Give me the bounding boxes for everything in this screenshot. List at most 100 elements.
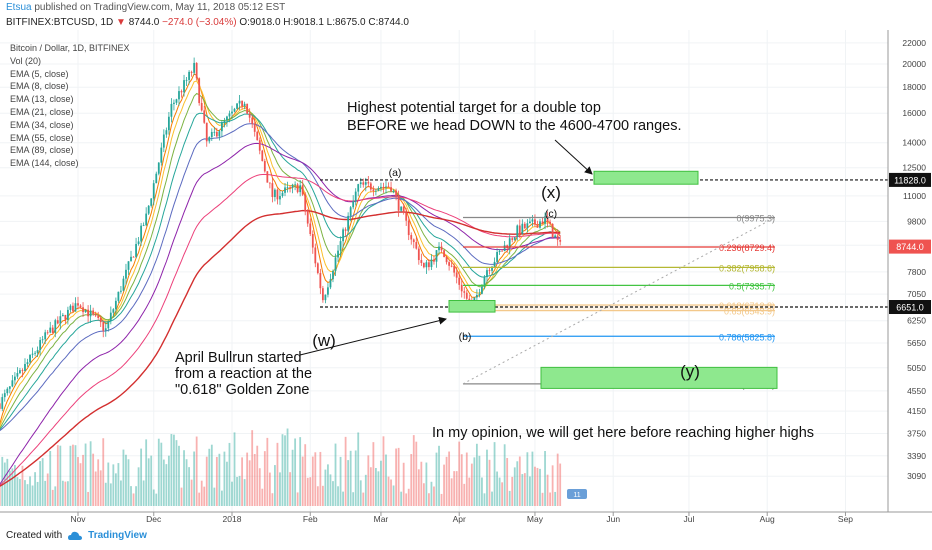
volume-bar xyxy=(243,479,246,506)
volume-bar xyxy=(180,487,183,506)
candle-body xyxy=(448,262,451,266)
volume-bar xyxy=(279,472,281,506)
candle-body xyxy=(1,397,4,409)
volume-bar xyxy=(142,480,145,506)
volume-bar xyxy=(481,477,483,506)
volume-bar xyxy=(97,459,100,506)
volume-bar xyxy=(422,483,425,506)
y-tick-label: 4550 xyxy=(907,386,926,396)
volume-bar xyxy=(309,477,312,506)
candle-body xyxy=(400,206,403,211)
annotation-bottom: In my opinion, we will get here before r… xyxy=(432,425,814,441)
volume-bar xyxy=(155,493,158,506)
candle-body xyxy=(433,259,435,262)
volume-bar xyxy=(377,471,380,506)
volume-bar xyxy=(0,483,1,506)
volume-bar xyxy=(316,486,319,506)
volume-bar xyxy=(458,441,461,506)
y-tick-label: 5050 xyxy=(907,363,926,373)
legend-vol: Vol (20) xyxy=(10,55,42,66)
candle-body xyxy=(309,223,312,235)
candle-body xyxy=(488,270,491,271)
change-value: −274.0 (−3.04%) xyxy=(162,17,237,28)
candle-body xyxy=(380,186,382,189)
volume-bar xyxy=(210,444,213,506)
candle-body xyxy=(526,223,529,229)
author-link[interactable]: Etsua xyxy=(6,2,32,13)
volume-bar xyxy=(286,428,289,506)
candle-body xyxy=(422,263,425,268)
volume-bar xyxy=(556,453,559,506)
candle-body xyxy=(258,140,261,151)
candle-body xyxy=(132,256,135,258)
candle-body xyxy=(513,237,516,240)
candle-body xyxy=(334,257,337,271)
volume-bar xyxy=(450,478,453,506)
candle-body xyxy=(481,286,483,294)
fib-level-label: 0.786(5825.8) xyxy=(719,332,775,342)
y-tick-label: 14000 xyxy=(902,138,926,148)
candle-body xyxy=(208,137,211,142)
ema-144-line xyxy=(0,209,561,487)
volume-bar xyxy=(208,448,211,506)
volume-bar xyxy=(329,474,332,506)
last-price: 8744.0 xyxy=(128,17,160,28)
x-tick-label: Mar xyxy=(374,514,389,524)
volume-bar xyxy=(410,454,413,506)
tradingview-brand[interactable]: TradingView xyxy=(88,530,147,541)
volume-bar xyxy=(160,442,163,506)
volume-bar xyxy=(420,461,423,506)
candle-body xyxy=(453,266,456,273)
volume-bar xyxy=(503,444,506,506)
volume-bar xyxy=(417,469,420,506)
volume-bar xyxy=(324,469,327,506)
candle-body xyxy=(125,269,127,279)
volume-bar xyxy=(274,465,276,506)
candle-body xyxy=(375,190,377,192)
volume-bar xyxy=(289,472,291,506)
volume-bar xyxy=(332,481,334,506)
candle-body xyxy=(531,219,534,222)
candle-body xyxy=(443,250,445,258)
candle-body xyxy=(145,213,148,226)
candle-body xyxy=(61,314,64,317)
candle-body xyxy=(236,103,238,109)
volume-bar xyxy=(496,471,498,506)
annotation-top-1: Highest potential target for a double to… xyxy=(347,100,601,116)
candle-body xyxy=(188,71,190,80)
volume-bar xyxy=(455,471,458,506)
volume-bar xyxy=(6,458,9,506)
volume-bar xyxy=(21,465,24,506)
candle-body xyxy=(556,235,559,240)
volume-bar xyxy=(231,481,233,506)
volume-bar xyxy=(314,452,317,506)
candle-body xyxy=(385,186,387,188)
candle-body xyxy=(367,182,370,184)
volume-bar xyxy=(238,475,241,506)
candle-body xyxy=(44,332,47,340)
volume-bar xyxy=(261,488,264,506)
volume-bar xyxy=(498,477,501,506)
volume-bar xyxy=(236,476,238,506)
candle-body xyxy=(508,238,511,249)
volume-bar xyxy=(13,465,16,506)
candle-body xyxy=(251,117,254,124)
volume-bar xyxy=(188,467,190,506)
candle-body xyxy=(243,103,246,107)
candle-body xyxy=(362,182,365,185)
volume-bar xyxy=(319,451,322,506)
volume-bar xyxy=(87,491,89,506)
candle-body xyxy=(417,248,420,261)
volume-bar xyxy=(94,471,97,506)
fib-trend-line xyxy=(462,217,776,385)
candle-body xyxy=(478,293,481,295)
volume-bar xyxy=(79,463,82,506)
volume-bar xyxy=(246,452,249,506)
candle-body xyxy=(475,294,478,298)
candle-body xyxy=(162,134,165,148)
candle-body xyxy=(74,303,77,312)
x-tick-label: Jun xyxy=(606,514,620,524)
candle-body xyxy=(120,290,122,292)
legend-ema-55: EMA (55, close) xyxy=(10,132,74,143)
